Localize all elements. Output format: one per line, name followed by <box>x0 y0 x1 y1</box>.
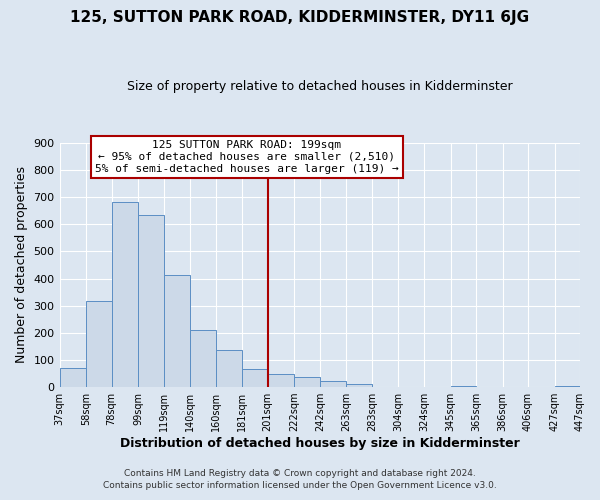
Bar <box>451 386 476 387</box>
Text: 125, SUTTON PARK ROAD, KIDDERMINSTER, DY11 6JG: 125, SUTTON PARK ROAD, KIDDERMINSTER, DY… <box>70 10 530 25</box>
Bar <box>86 301 112 387</box>
Bar <box>320 381 346 387</box>
Y-axis label: Number of detached properties: Number of detached properties <box>15 166 28 364</box>
Bar <box>190 330 215 387</box>
Bar <box>59 368 86 387</box>
Bar <box>268 374 295 387</box>
Bar <box>346 384 372 387</box>
Text: 125 SUTTON PARK ROAD: 199sqm
← 95% of detached houses are smaller (2,510)
5% of : 125 SUTTON PARK ROAD: 199sqm ← 95% of de… <box>95 140 399 173</box>
Bar <box>215 350 242 387</box>
Bar <box>295 378 320 387</box>
Bar <box>554 386 580 387</box>
Bar <box>138 214 164 387</box>
Bar <box>242 368 268 387</box>
Bar <box>164 275 190 387</box>
X-axis label: Distribution of detached houses by size in Kidderminster: Distribution of detached houses by size … <box>120 437 520 450</box>
Title: Size of property relative to detached houses in Kidderminster: Size of property relative to detached ho… <box>127 80 512 93</box>
Text: Contains HM Land Registry data © Crown copyright and database right 2024.
Contai: Contains HM Land Registry data © Crown c… <box>103 468 497 490</box>
Bar <box>112 202 138 387</box>
